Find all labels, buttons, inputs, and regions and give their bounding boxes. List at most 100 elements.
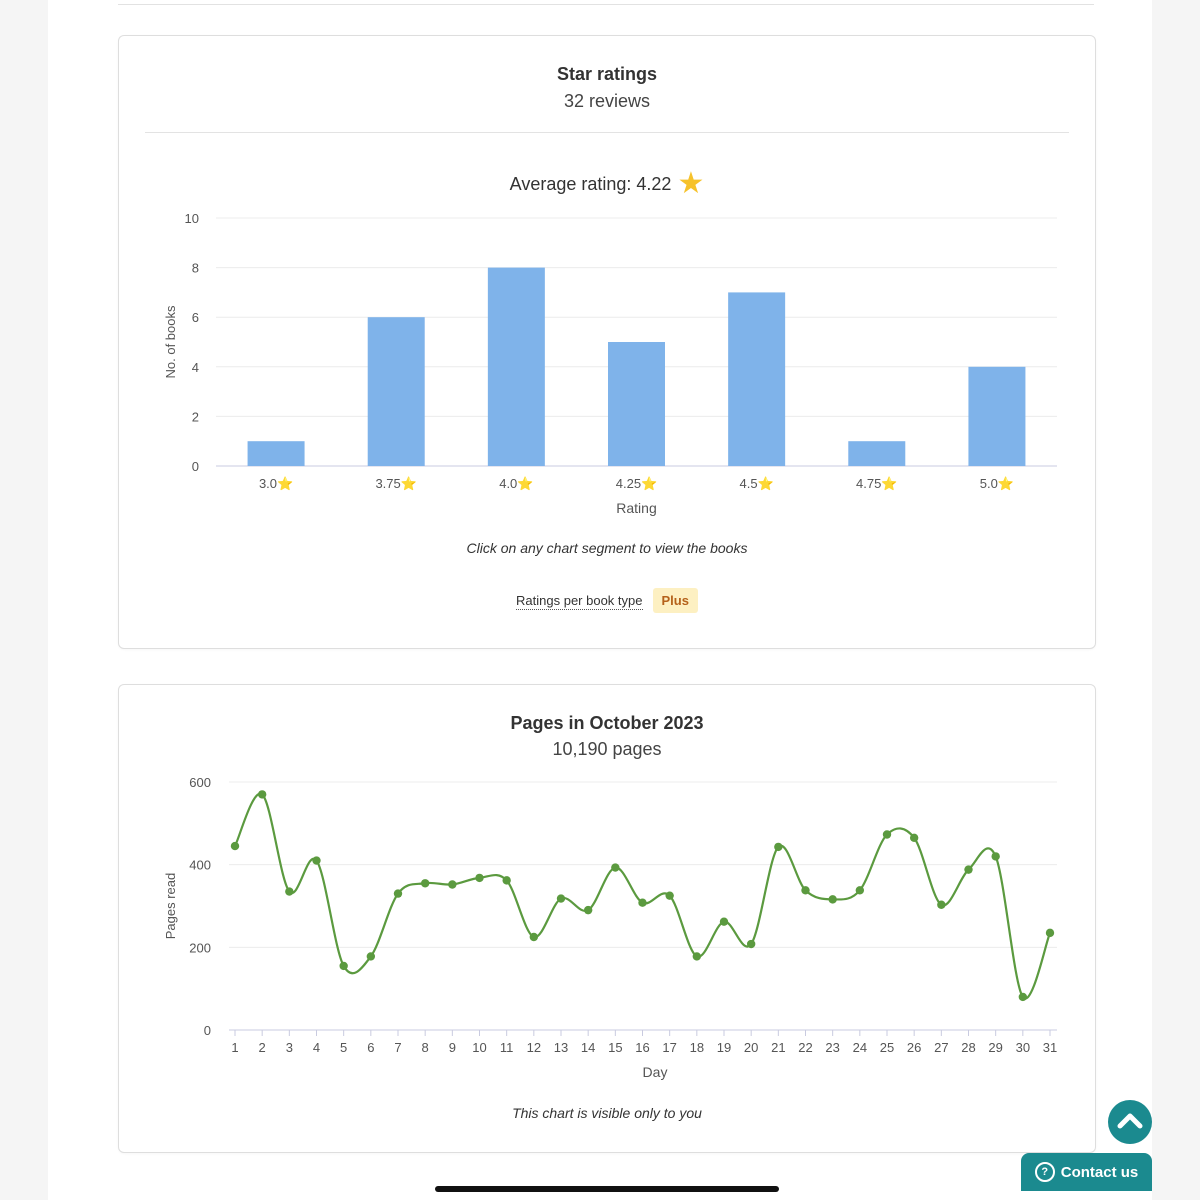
contact-us-label: Contact us [1060, 1163, 1139, 1181]
line-x-tick-label: 21 [771, 1040, 785, 1055]
pages-point[interactable] [1045, 928, 1055, 938]
pages-chart-note: This chart is visible only to you [512, 1105, 702, 1121]
line-x-tick-label: 17 [662, 1040, 676, 1055]
bar-x-tick-label: 3.75⭐ [375, 476, 417, 491]
star-ratings-bar-chart[interactable]: 0 2 4 6 8 10 3.0⭐ 3.75⭐ 4.0⭐ 4.25⭐ 4.5⭐ 4.75⭐ 5.0⭐ Ra… [119, 36, 1095, 648]
ratings-per-book-type-link[interactable]: Ratings per book type [516, 593, 643, 610]
pages-point[interactable] [583, 905, 593, 915]
rating-bar[interactable] [728, 292, 786, 466]
bar-y-tick-label: 10 [185, 211, 199, 226]
line-x-tick-label: 3 [286, 1040, 293, 1055]
line-x-tick-label: 2 [259, 1040, 266, 1055]
line-x-tick-label: 23 [825, 1040, 839, 1055]
line-x-tick-label: 9 [449, 1040, 456, 1055]
bar-y-tick-label: 0 [192, 459, 199, 474]
line-x-tick-label: 13 [554, 1040, 568, 1055]
ratings-card-title: Star ratings [556, 64, 658, 84]
line-x-tick-label: 8 [422, 1040, 429, 1055]
pages-point[interactable] [312, 856, 321, 865]
rating-bar[interactable] [608, 342, 665, 466]
line-x-tick-label: 1 [231, 1040, 238, 1055]
line-y-tick-label: 200 [189, 940, 211, 955]
pages-point[interactable] [937, 900, 946, 909]
bar-y-tick-label: 6 [192, 310, 199, 325]
line-x-tick-label: 6 [367, 1040, 374, 1055]
line-x-tick-label: 15 [608, 1040, 622, 1055]
average-rating-label: Average rating: 4.22 [509, 174, 672, 194]
line-x-tick-label: 27 [934, 1040, 948, 1055]
bar-x-tick-label: 4.25⭐ [616, 476, 658, 491]
rating-bar[interactable] [848, 441, 906, 466]
pages-point[interactable] [638, 898, 647, 907]
plus-badge: Plus [652, 588, 698, 613]
pages-point[interactable] [230, 841, 240, 851]
pages-point[interactable] [448, 880, 457, 889]
line-x-tick-label: 30 [1016, 1040, 1030, 1055]
home-indicator [435, 1186, 779, 1192]
pages-point[interactable] [665, 891, 674, 900]
scroll-to-top-button[interactable] [1108, 1100, 1152, 1144]
line-x-tick-label: 5 [340, 1040, 347, 1055]
pages-point[interactable] [855, 886, 865, 895]
star-icon: ★ [677, 167, 705, 200]
line-x-tick-label: 12 [527, 1040, 541, 1055]
star-ratings-card: Star ratings 32 reviews Average rating: … [118, 35, 1096, 649]
contact-us-button[interactable]: ? Contact us [1021, 1153, 1152, 1191]
line-x-tick-label: 25 [880, 1040, 894, 1055]
rating-bar[interactable] [968, 366, 1026, 466]
pages-point[interactable] [964, 865, 973, 874]
rating-bar[interactable] [247, 441, 305, 466]
pages-point[interactable] [746, 939, 756, 949]
pages-point[interactable] [801, 886, 810, 895]
line-x-tick-label: 14 [581, 1040, 595, 1055]
rating-bar[interactable] [367, 317, 425, 466]
pages-point[interactable] [828, 895, 837, 904]
bar-x-tick-label: 4.0⭐ [499, 476, 533, 491]
ratings-per-type-row: Ratings per book type Plus [119, 588, 1095, 613]
pages-point[interactable] [393, 889, 403, 898]
line-x-tick-label: 4 [313, 1040, 320, 1055]
rating-bar[interactable] [487, 267, 545, 466]
pages-point[interactable] [420, 879, 430, 888]
bar-x-axis-label: Rating [616, 500, 656, 516]
bar-y-axis-label: No. of books [163, 305, 178, 378]
ratings-card-subtitle: 32 reviews [563, 91, 651, 111]
line-x-tick-label: 31 [1043, 1040, 1057, 1055]
pages-point[interactable] [366, 952, 376, 961]
pages-point[interactable] [611, 863, 620, 872]
line-x-tick-label: 24 [853, 1040, 867, 1055]
line-y-axis-label: Pages read [163, 873, 178, 940]
pages-point[interactable] [556, 894, 566, 903]
pages-point[interactable] [1018, 992, 1028, 1002]
pages-point[interactable] [882, 830, 892, 839]
pages-card: Pages in October 2023 10,190 pages 0 200 4… [118, 684, 1096, 1153]
line-x-axis-label: Day [643, 1064, 668, 1080]
pages-point[interactable] [991, 852, 1000, 861]
bar-y-tick-label: 2 [192, 409, 199, 424]
pages-point[interactable] [774, 842, 783, 852]
line-x-tick-label: 11 [500, 1040, 513, 1055]
pages-line [234, 792, 1052, 1000]
bar-y-tick-label: 4 [192, 360, 199, 375]
pages-point[interactable] [339, 961, 348, 971]
line-x-tick-label: 19 [717, 1040, 731, 1055]
pages-point[interactable] [475, 873, 484, 883]
line-x-tick-label: 22 [798, 1040, 812, 1055]
pages-point[interactable] [529, 932, 539, 942]
pages-point[interactable] [909, 833, 919, 842]
line-x-tick-label: 20 [744, 1040, 758, 1055]
line-y-tick-label: 0 [204, 1023, 211, 1038]
pages-point[interactable] [285, 887, 294, 896]
line-x-tick-label: 29 [988, 1040, 1002, 1055]
line-x-tick-label: 26 [907, 1040, 921, 1055]
line-x-tick-label: 10 [472, 1040, 486, 1055]
previous-card-edge [118, 0, 1094, 5]
ratings-chart-note: Click on any chart segment to view the b… [466, 540, 748, 556]
pages-point[interactable] [257, 790, 267, 799]
pages-point[interactable] [502, 876, 511, 885]
bar-x-tick-label: 5.0⭐ [980, 476, 1014, 491]
pages-point[interactable] [719, 917, 729, 926]
line-y-tick-label: 600 [189, 775, 211, 790]
pages-point[interactable] [692, 952, 702, 961]
